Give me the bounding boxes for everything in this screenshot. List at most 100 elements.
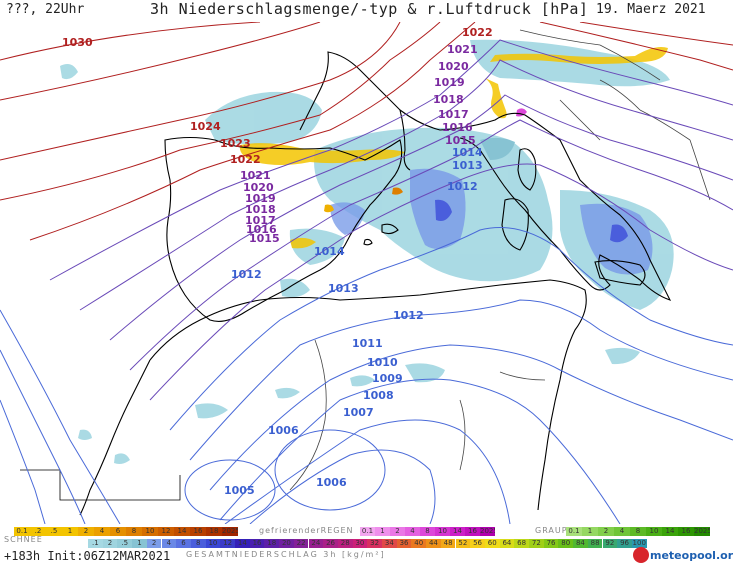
isobar-label: 1018 (245, 203, 276, 216)
legend-swatch: .5 (46, 527, 62, 536)
logo-text: meteopool.org (650, 549, 733, 562)
legend-swatch: 68 (514, 539, 529, 548)
isobar-label: 1020 (243, 181, 274, 194)
legend-swatch: 8 (126, 527, 142, 536)
isobar-label: 1012 (393, 309, 424, 322)
isobar-label: 1020 (438, 60, 469, 73)
legend-swatch: 16 (465, 527, 480, 536)
legend-swatch: 84 (573, 539, 588, 548)
valid-time-label: ???, 22Uhr (6, 2, 85, 17)
legend-swatch: 4 (405, 527, 420, 536)
isobar-label: 1012 (231, 268, 262, 281)
legend-swatch: 1 (132, 539, 147, 548)
isobar-label: 1021 (447, 43, 478, 56)
legend-swatch: 76 (543, 539, 559, 548)
legend-swatch: 16 (190, 527, 206, 536)
legend-graupel-label: GRAUPEL (535, 526, 580, 535)
isobar-label: 1011 (352, 337, 383, 350)
isobar-label: 1018 (433, 93, 464, 106)
isobar-label: 1019 (434, 76, 465, 89)
legend-swatch: 26 (323, 539, 338, 548)
legend-swatch: 1 (582, 527, 598, 536)
weather-map: 1030 1024 1023 1022 1022 1021 1021 1020 … (0, 22, 733, 524)
legend-swatch: 6 (110, 527, 126, 536)
legend-swatch: 0.1 (566, 527, 582, 536)
isobar-label: 1007 (343, 406, 374, 419)
isobar-label: 1008 (363, 389, 394, 402)
isobar-labels: 1030 1024 1023 1022 1022 1021 1021 1020 … (62, 26, 493, 497)
forecast-run-info: +183h Init:06Z12MAR2021 (4, 549, 171, 563)
legend-swatch: .2 (30, 527, 46, 536)
legend-swatch: 8 (630, 527, 646, 536)
valid-date: 19. Maerz 2021 (596, 2, 706, 17)
legend-swatch: 10 (646, 527, 662, 536)
legend-swatch: 4 (161, 539, 177, 548)
isobar-label: 1021 (240, 169, 271, 182)
legend-swatch: 14 (450, 527, 465, 536)
legend-swatch: 60 (484, 539, 500, 548)
legend-total-label: GESAMTNIEDERSCHLAG 3h [kg/m²] (186, 550, 386, 559)
rain-areas (60, 39, 674, 464)
coastlines (20, 29, 711, 516)
legend-swatch: 0.1 (14, 527, 30, 536)
legend-swatch: 32 (367, 539, 382, 548)
legend-swatch: 16 (249, 539, 265, 548)
legend-swatch: 34 (382, 539, 397, 548)
legend-swatch: 18 (206, 527, 222, 536)
legend-swatch: 22 (293, 539, 309, 548)
isobar-label: 1019 (245, 192, 276, 205)
legend-swatch: 2 (598, 527, 614, 536)
isobar-label: 1010 (367, 356, 398, 369)
legend-snow-label: SCHNEE (4, 535, 43, 544)
legend-swatch: 64 (499, 539, 515, 548)
isobar-label: 1030 (62, 36, 93, 49)
legend-swatch: 4 (614, 527, 630, 536)
isobar-label: 1014 (452, 146, 483, 159)
legend-swatch: 12 (158, 527, 174, 536)
isobar-label: 1017 (438, 108, 469, 121)
legend-swatch: 2 (102, 539, 118, 548)
legend-swatch: 16 (678, 527, 694, 536)
legend-swatch: 96 (617, 539, 632, 548)
legend-swatch: 6 (176, 539, 191, 548)
legend-swatch: 100 (631, 539, 647, 548)
isobar-label: 1016 (246, 223, 277, 236)
isobar-label: 1022 (230, 153, 261, 166)
isobar-label: 1023 (220, 137, 251, 150)
legend-swatch: 48 (440, 539, 456, 548)
legend-swatch: 52 (455, 539, 471, 548)
legend-swatch: 72 (529, 539, 544, 548)
legend-swatch: 24 (308, 539, 324, 548)
legend-swatch: 2025+ (480, 527, 495, 536)
legend-swatch: 40 (411, 539, 427, 548)
map-header: ???, 22Uhr 3h Niederschlagsmenge/-typ & … (0, 0, 733, 22)
legend-swatch: 2 (78, 527, 94, 536)
legend-freezing-rain-label: gefrierenderREGEN (259, 526, 354, 535)
isobar-label: 1006 (316, 476, 347, 489)
isobar-label: 1024 (190, 120, 221, 133)
isobar-label: 1014 (314, 245, 345, 258)
legend-swatch: 14 (174, 527, 190, 536)
legend-swatch: 2025+ (222, 527, 238, 536)
isobar-label: 1009 (372, 372, 403, 385)
heavy-rain-areas (330, 137, 653, 275)
legend-swatch: 28 (337, 539, 353, 548)
isobar-label: 1015 (445, 134, 476, 147)
isobar-label: 1022 (462, 26, 493, 39)
legend-swatch: 18 (264, 539, 280, 548)
isobar-label: 1013 (452, 159, 483, 172)
legend-swatch: 12 (220, 539, 235, 548)
legend-swatch: 20 (279, 539, 294, 548)
map-title: 3h Niederschlagsmenge/-typ & r.Luftdruck… (150, 0, 589, 18)
legend-swatch: 44 (426, 539, 441, 548)
isobar-label: 1005 (224, 484, 255, 497)
legend-swatch: 56 (470, 539, 485, 548)
legend-swatch: 1 (62, 527, 78, 536)
legend-swatch: 10 (142, 527, 158, 536)
legend-swatch: 0.1 (360, 527, 375, 536)
isobar-label: 1012 (447, 180, 478, 193)
isobar-label: 1006 (268, 424, 299, 437)
legend-swatch: 2025+ (694, 527, 710, 536)
isobar-label: 1013 (328, 282, 359, 295)
